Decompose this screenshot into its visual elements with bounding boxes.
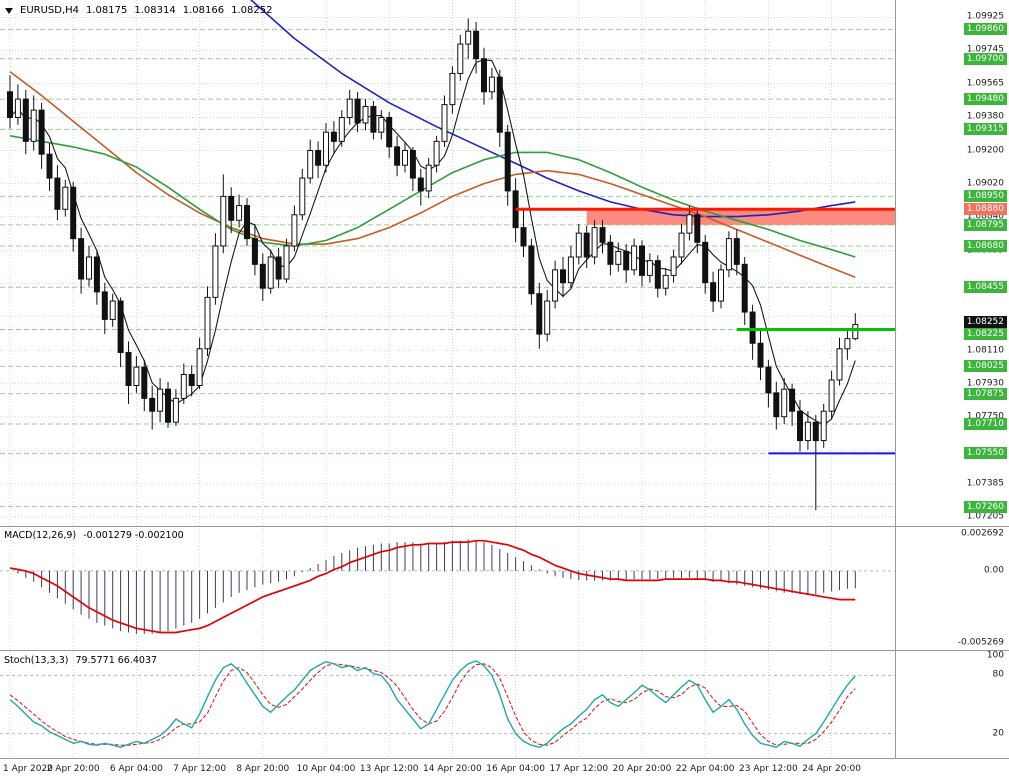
stoch-values: 79.5771 66.4037 (75, 655, 158, 666)
time-axis[interactable]: 1 Apr 2020 2 Apr 20:00 6 Apr 04:00 7 Apr 12… (0, 762, 1009, 780)
price-level-badge: 1.09480 (963, 93, 1007, 106)
macd-axis-label: -0.005269 (957, 637, 1004, 648)
zone-price-badge: 1.08880 (963, 203, 1007, 216)
price-grid-label: 1.07385 (966, 478, 1004, 489)
price-level-badge: 1.08680 (963, 239, 1007, 252)
price-axis[interactable]: 1.09925 1.09745 1.09565 1.09380 1.09200 1.090… (896, 0, 1009, 758)
price-level-badge: 1.08950 (963, 190, 1007, 203)
price-grid-label: 1.08840 (966, 211, 1004, 222)
price-grid-label: 1.09380 (966, 111, 1004, 122)
time-axis-label: 23 Apr 12:00 (739, 764, 798, 774)
price-level-badge: 1.07260 (963, 500, 1007, 513)
price-level-badge: 1.07710 (963, 418, 1007, 431)
price-grid-label: 1.09565 (966, 78, 1004, 89)
price-level-badge: 1.08795 (963, 218, 1007, 231)
price-level-badge: 1.09860 (963, 23, 1007, 36)
price-level-badge: 1.08225 (963, 327, 1007, 340)
price-grid-label: 1.09925 (966, 11, 1004, 22)
macd-axis-label: 0.002692 (961, 528, 1004, 539)
macd-name: MACD(12,26,9) (4, 530, 77, 541)
price-grid-label: 1.08110 (966, 345, 1004, 356)
stoch-indicator-label: Stoch(13,3,3) 79.5771 66.4037 (4, 655, 157, 666)
stoch-axis-label: 20 (992, 728, 1004, 739)
time-axis-label: 17 Apr 12:00 (549, 764, 609, 774)
macd-indicator-label: MACD(12,26,9) -0.001279 -0.002100 (4, 530, 184, 541)
ohlc-close: 1.08252 (231, 5, 273, 16)
price-level-badge: 1.07550 (963, 447, 1007, 460)
price-grid-label: 1.09745 (966, 44, 1004, 55)
time-axis-label: 16 Apr 04:00 (486, 764, 545, 774)
time-axis-label: 6 Apr 04:00 (109, 764, 163, 774)
price-level-badge: 1.07875 (963, 387, 1007, 400)
price-grid-label: 1.09200 (966, 145, 1004, 156)
time-axis-label: 24 Apr 20:00 (802, 764, 861, 774)
macd-axis-label: 0.00 (983, 565, 1004, 576)
stoch-axis-label: 100 (986, 650, 1004, 661)
symbol-timeframe: EURUSD,H4 (20, 5, 80, 16)
time-axis-label: 1 Apr 2020 (3, 764, 53, 774)
time-axis-label: 20 Apr 20:00 (612, 764, 672, 774)
ohlc-low: 1.08166 (182, 5, 225, 16)
price-level-badge: 1.08025 (963, 360, 1007, 373)
time-axis-label: 10 Apr 04:00 (296, 764, 356, 774)
time-axis-label: 22 Apr 04:00 (675, 764, 735, 774)
stoch-axis-label: 80 (992, 669, 1004, 680)
time-axis-label: 14 Apr 20:00 (423, 764, 482, 774)
price-grid-label: 1.07205 (966, 511, 1004, 522)
macd-values: -0.001279 -0.002100 (83, 530, 184, 541)
ohlc-high: 1.08314 (134, 5, 176, 16)
current-price-badge: 1.08252 (963, 315, 1007, 328)
ohlc-open: 1.08175 (86, 5, 128, 16)
price-grid-label: 1.07930 (966, 378, 1004, 389)
price-level-badge: 1.09315 (963, 123, 1007, 136)
time-axis-label: 7 Apr 12:00 (173, 764, 227, 774)
chart-title-bar: EURUSD,H4 1.08175 1.08314 1.08166 1.0825… (5, 5, 272, 16)
price-grid-label: 1.09020 (966, 178, 1004, 189)
price-level-badge: 1.09700 (963, 52, 1007, 65)
time-axis-label: 2 Apr 20:00 (46, 764, 100, 774)
price-grid-label: 1.07750 (966, 411, 1004, 422)
stoch-name: Stoch(13,3,3) (4, 655, 69, 666)
time-axis-label: 8 Apr 20:00 (236, 764, 290, 774)
dropdown-arrow-icon[interactable] (5, 7, 13, 14)
price-level-badge: 1.08455 (963, 281, 1007, 294)
time-axis-label: 13 Apr 12:00 (359, 764, 419, 774)
